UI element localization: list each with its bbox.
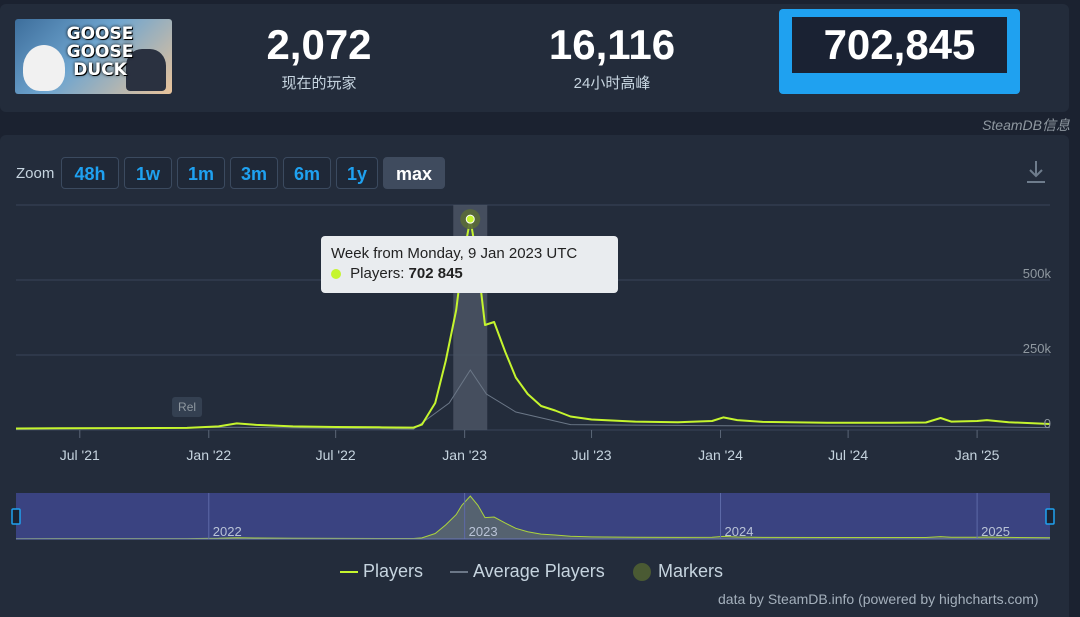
navigator-line	[15, 495, 1051, 540]
x-tick-label: Jul '23	[572, 447, 612, 463]
zoom-max-button[interactable]: max	[383, 157, 445, 189]
characters-icon	[126, 49, 166, 91]
legend-average-label: Average Players	[473, 561, 605, 581]
zoom-48h-button[interactable]: 48h	[61, 157, 119, 189]
current-players-value: 2,072	[266, 21, 372, 68]
tooltip-series-label: Players:	[350, 265, 405, 282]
x-tick-label: Jan '24	[698, 447, 743, 463]
navigator-year-label: 2023	[469, 524, 498, 539]
x-tick-label: Jul '24	[828, 447, 868, 463]
game-logo-text: GOOSE GOOSE DUCK	[66, 24, 134, 80]
navigator-year-label: 2022	[213, 524, 242, 539]
markers-legend-swatch	[633, 563, 651, 581]
tooltip-series-dot	[331, 269, 341, 279]
legend-players-label: Players	[363, 561, 424, 581]
zoom-3m-button[interactable]: 3m	[230, 157, 278, 189]
players-legend-swatch	[340, 571, 358, 573]
chart-series	[15, 218, 1051, 430]
peak-24h-stat: 16,116 24小时高峰	[497, 22, 727, 93]
peak-24h-value: 16,116	[548, 21, 676, 68]
game-logo[interactable]: GOOSE GOOSE DUCK	[15, 19, 172, 94]
navigator-year-label: 2024	[725, 524, 754, 539]
goose-icon	[23, 45, 65, 91]
x-tick-label: Jan '22	[186, 447, 231, 463]
x-tick-label: Jul '22	[316, 447, 356, 463]
zoom-1y-button[interactable]: 1y	[336, 157, 378, 189]
navigator-right-handle[interactable]	[1045, 508, 1055, 525]
release-marker-label[interactable]: Rel	[178, 400, 196, 414]
zoom-label: Zoom	[16, 165, 55, 182]
legend-item-markers[interactable]: Markers	[658, 561, 723, 582]
x-tick-label: Jan '25	[955, 447, 1000, 463]
zoom-1w-button[interactable]: 1w	[124, 157, 172, 189]
legend-markers-label: Markers	[658, 561, 724, 581]
zoom-1m-button[interactable]: 1m	[177, 157, 225, 189]
tooltip-title: Week from Monday, 9 Jan 2023 UTC	[331, 245, 578, 262]
y-tick-label: 500k	[1023, 266, 1052, 281]
chart-markers[interactable]: Rel	[172, 209, 481, 417]
peak-marker-point[interactable]	[465, 214, 475, 224]
navigator[interactable]: 2022 2023 2024 2025	[11, 493, 1055, 540]
legend-item-players[interactable]: Players	[340, 561, 423, 582]
x-tick-label: Jan '23	[442, 447, 487, 463]
all-time-peak-value: 702,845	[823, 21, 976, 68]
tooltip-value: 702 845	[408, 265, 463, 282]
navigator-year-label: 2025	[981, 524, 1010, 539]
chart-tooltip: Week from Monday, 9 Jan 2023 UTC Players…	[321, 236, 618, 293]
release-marker[interactable]	[172, 397, 203, 417]
chart-axes: 0 250k 500k Jul '21 Jan '22 Jul '22 Jan '23 Jul…	[60, 266, 1052, 463]
all-time-peak-stat: 702,845	[779, 9, 1020, 94]
current-players-stat: 2,072 现在的玩家	[204, 22, 434, 93]
peak-24h-label: 24小时高峰	[573, 75, 651, 92]
y-tick-label: 250k	[1023, 341, 1052, 356]
steamdb-credit[interactable]: SteamDB信息	[982, 117, 1070, 133]
legend-item-average[interactable]: Average Players	[450, 561, 605, 582]
navigator-left-handle[interactable]	[11, 508, 21, 525]
players-line	[15, 218, 1051, 430]
current-players-label: 现在的玩家	[281, 75, 357, 92]
navigator-selection[interactable]	[16, 493, 1050, 539]
average-legend-swatch	[450, 571, 468, 573]
x-tick-label: Jul '21	[60, 447, 100, 463]
tooltip-row: Players: 702 845	[331, 265, 608, 282]
y-tick-label: 0	[1044, 416, 1051, 431]
footer-credit[interactable]: data by SteamDB.info (powered by highcha…	[718, 591, 1039, 607]
zoom-6m-button[interactable]: 6m	[283, 157, 331, 189]
average-players-line	[15, 369, 1051, 430]
download-icon[interactable]	[1024, 159, 1048, 185]
